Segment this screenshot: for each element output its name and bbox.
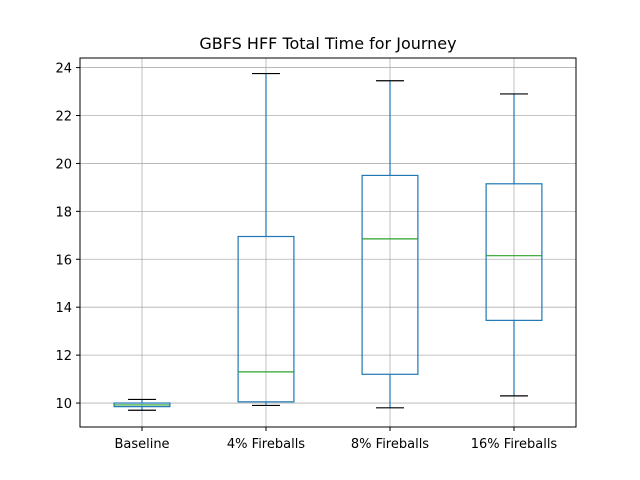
- box-layer: [113, 72, 543, 411]
- grid-layer: [80, 58, 576, 427]
- y-tick-label: 14: [55, 301, 72, 316]
- y-tick-label: 10: [55, 397, 72, 412]
- y-tick-label: 18: [55, 205, 72, 220]
- box-plot-1: [113, 398, 171, 411]
- y-tick-label: 12: [55, 349, 72, 364]
- axes-frame: [79, 57, 577, 428]
- x-tick-label: Baseline: [114, 437, 169, 452]
- y-tick-label: 24: [55, 62, 72, 77]
- x-tick-label: 8% Fireballs: [351, 437, 429, 452]
- y-tick-label: 22: [55, 110, 72, 125]
- iqr-box: [361, 174, 419, 375]
- tick-layer: 10 12 14 16 18 20 22 24 Baseline 4% Fireballs 8% F…: [55, 62, 557, 452]
- box-plot-2: [237, 72, 295, 407]
- iqr-box: [485, 183, 543, 321]
- x-tick-label: 4% Fireballs: [227, 437, 305, 452]
- box-plot-3: [361, 80, 419, 409]
- iqr-box: [237, 235, 295, 403]
- box-plot-4: [485, 93, 543, 397]
- y-tick-label: 16: [55, 253, 72, 268]
- y-tick-label: 20: [55, 157, 72, 172]
- chart-title: GBFS HFF Total Time for Journey: [199, 34, 456, 53]
- x-tick-label: 16% Fireballs: [471, 437, 558, 452]
